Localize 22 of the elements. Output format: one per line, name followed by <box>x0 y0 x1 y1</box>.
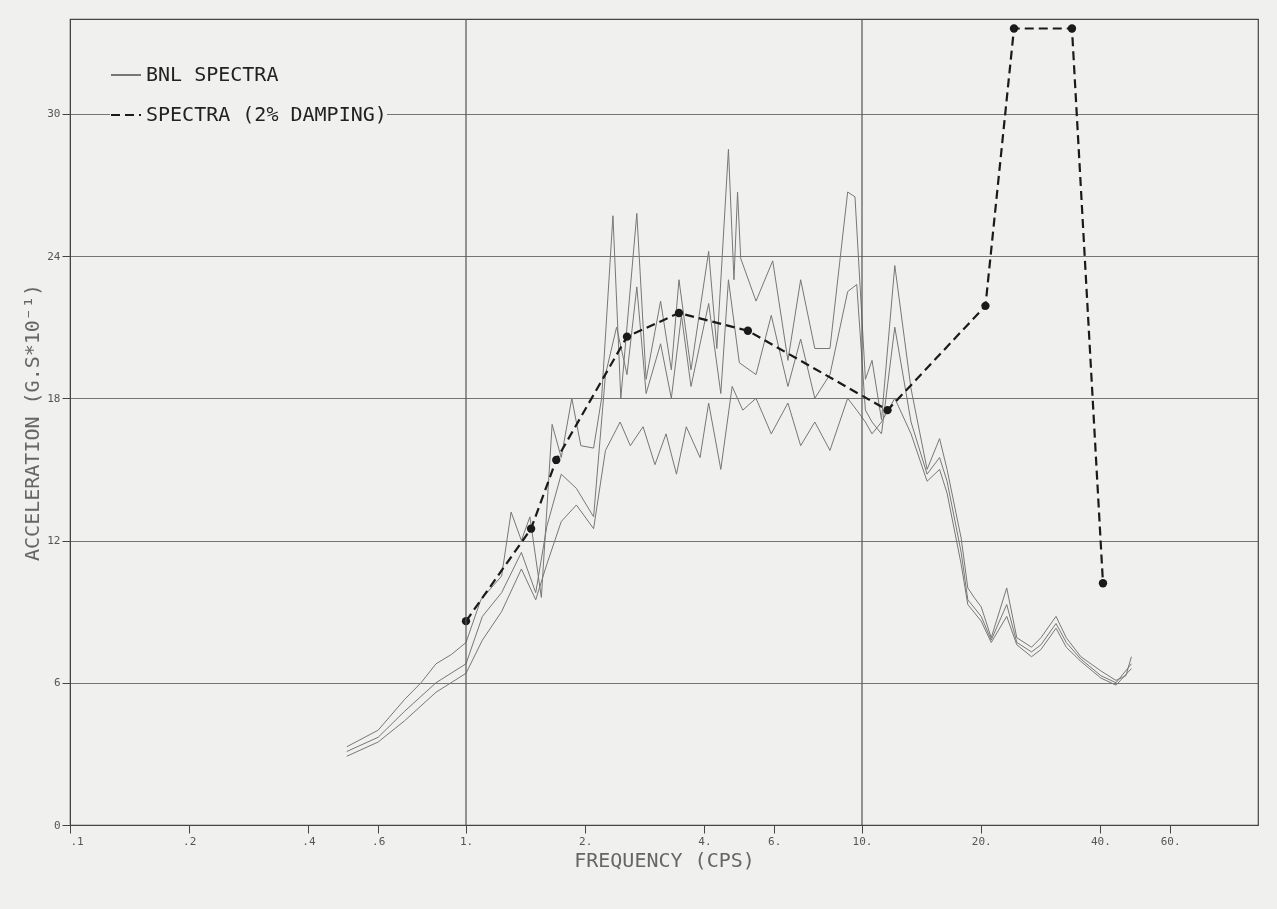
y-tick-label: 18 <box>47 391 61 405</box>
x-tick-label: 4. <box>698 834 712 848</box>
x-tick-label: 20. <box>971 834 992 848</box>
y-tick-label: 0 <box>53 818 61 832</box>
x-tick-label: .6 <box>372 834 386 848</box>
y-tick-label: 12 <box>47 534 61 548</box>
y-tick-label: 6 <box>53 676 61 690</box>
x-tick-label: 2. <box>579 834 593 848</box>
x-axis-title: FREQUENCY (CPS) <box>574 847 755 872</box>
x-tick-label: 60. <box>1160 834 1181 848</box>
x-tick-label: 10. <box>852 834 873 848</box>
x-tick-label: .1 <box>70 834 84 848</box>
x-tick-label: 6. <box>768 834 782 848</box>
legend-label: SPECTRA (2% DAMPING) <box>146 102 387 126</box>
y-axis-title: ACCELERATION (G.S*10⁻¹) <box>20 284 45 561</box>
x-tick-label: .4 <box>302 834 316 848</box>
y-tick-label: 24 <box>47 249 61 263</box>
y-tick-label: 30 <box>47 107 61 121</box>
x-tick-label: 1. <box>459 834 474 848</box>
legend-label: BNL SPECTRA <box>146 62 279 86</box>
x-tick-label: 40. <box>1090 834 1111 848</box>
x-tick-label: .2 <box>183 834 197 848</box>
